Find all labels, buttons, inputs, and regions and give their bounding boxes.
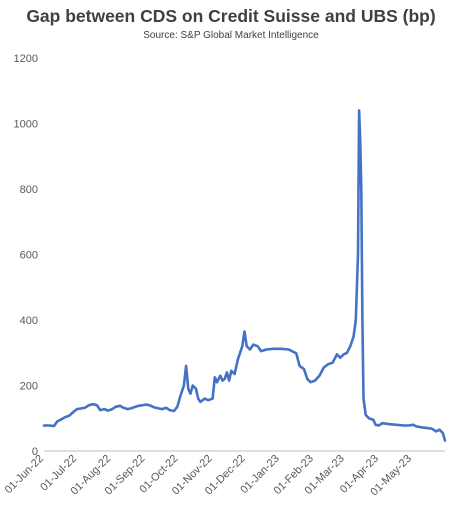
series-line [42,109,447,442]
chart-subtitle: Source: S&P Global Market Intelligence [143,30,319,41]
x-axis-tick-labels: 01-Jun-2201-Jul-2201-Aug-2201-Sep-2201-O… [3,453,414,499]
series-group [42,109,447,442]
y-tick-label: 600 [20,250,38,262]
x-tick-label: 01-Jun-22 [3,453,47,497]
y-tick-label: 0 [32,446,38,458]
y-tick-label: 1200 [14,53,38,65]
y-tick-label: 200 [20,381,38,393]
y-tick-label: 1000 [14,119,38,131]
chart-title: Gap between CDS on Credit Suisse and UBS… [26,6,436,26]
y-tick-label: 800 [20,184,38,196]
y-tick-label: 400 [20,315,38,327]
y-axis: 0 200 400 600 800 1000 1200 [14,53,38,458]
